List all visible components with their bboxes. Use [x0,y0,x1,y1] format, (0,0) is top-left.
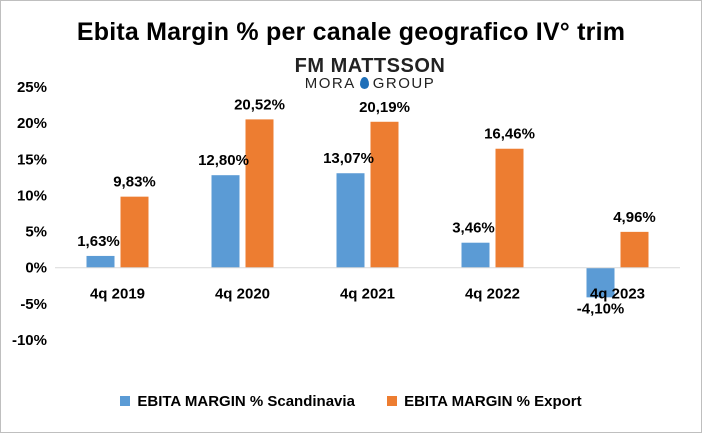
data-label: 4,96% [613,209,656,226]
legend-item-export: EBITA MARGIN % Export [387,393,582,410]
bar-export [120,196,149,268]
water-drop-icon [359,77,369,89]
data-label: -4,10% [577,300,625,317]
legend: EBITA MARGIN % Scandinavia EBITA MARGIN … [0,393,702,410]
y-tick-label: -10% [12,332,47,349]
y-tick-label: -5% [20,296,47,313]
x-category-label: 4q 2021 [340,286,395,303]
y-tick-label: 10% [17,187,47,204]
logo-bottom-text: MORA GROUP [280,75,460,92]
y-tick-label: 0% [25,260,47,277]
bar-scandinavia [336,173,365,268]
company-logo: FM MATTSSON MORA GROUP [280,55,460,93]
logo-word-mora: MORA [304,75,356,92]
y-tick-label: 15% [17,151,47,168]
data-label: 12,80% [198,152,249,169]
bar-export [245,119,274,268]
x-category-label: 4q 2023 [590,286,645,303]
logo-word-group: GROUP [372,75,436,92]
chart-title: Ebita Margin % per canale geografico IV°… [76,18,626,46]
data-label: 1,63% [77,233,120,250]
data-label: 13,07% [323,150,374,167]
x-axis-categories: 4q 2019 4q 2020 4q 2021 4q 2022 4q 2023 [90,286,645,303]
bar-export [370,121,399,268]
bar-scandinavia [211,175,240,268]
data-labels: 1,63% 9,83% 12,80% 20,52% 13,07% 20,19% 3,46% 1… [77,96,656,317]
legend-label-scandinavia: EBITA MARGIN % Scandinavia [137,393,355,410]
logo-top-text: FM MATTSSON [294,55,446,77]
data-label: 16,46% [484,126,535,143]
x-category-label: 4q 2022 [465,286,520,303]
bar-scandinavia [586,267,615,298]
data-label: 9,83% [113,174,156,191]
x-category-label: 4q 2020 [215,286,270,303]
legend-swatch-scandinavia [120,396,131,406]
bar-export [620,231,649,268]
x-category-label: 4q 2019 [90,286,145,303]
bars [86,119,649,298]
legend-label-export: EBITA MARGIN % Export [404,393,582,410]
bar-scandinavia [461,242,490,268]
y-axis-ticks: 25% 20% 15% 10% 5% 0% -5% -10% [12,79,47,349]
y-tick-label: 5% [25,224,47,241]
y-tick-label: 25% [17,79,47,96]
data-label: 3,46% [452,220,495,237]
bar-export [495,148,524,268]
legend-item-scandinavia: EBITA MARGIN % Scandinavia [120,393,355,410]
data-label: 20,19% [359,99,410,116]
data-label: 20,52% [234,96,285,113]
legend-swatch-export [387,396,398,406]
bar-scandinavia [86,255,115,268]
y-tick-label: 20% [17,115,47,132]
